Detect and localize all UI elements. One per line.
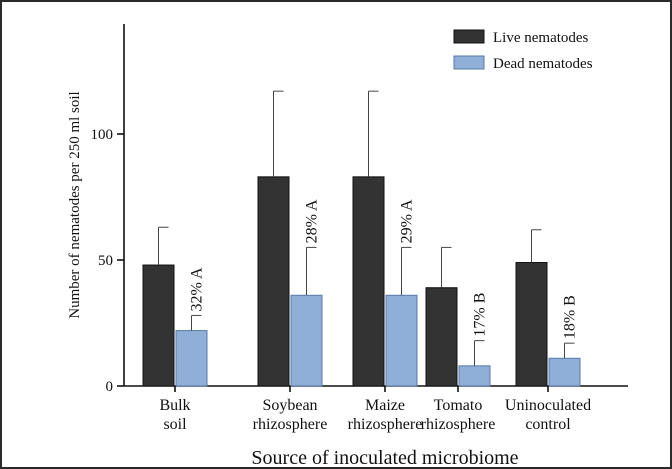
dead-bar: [548, 357, 581, 387]
bars: [142, 176, 581, 387]
live-bar: [352, 176, 385, 387]
percent-annotation: 32% A: [189, 267, 206, 311]
percent-annotation: 28% A: [304, 199, 321, 243]
dead-bar: [458, 365, 491, 387]
x-tick-label: Tomato: [434, 397, 483, 414]
x-tick-label: rhizosphere: [421, 416, 496, 433]
x-tick-label: rhizosphere: [253, 416, 328, 433]
percent-annotation: 17% B: [472, 293, 489, 337]
x-tick-labels: Bulk soil Soybean rhizosphere Maize rhizosphe…: [159, 386, 591, 433]
y-axis-label: Number of nematodes per 250 ml soil: [67, 91, 83, 318]
percent-annotation: 29% A: [399, 199, 416, 243]
y-tick-label: 50: [98, 253, 113, 269]
x-tick-label: soil: [163, 416, 187, 433]
dead-bar: [290, 294, 323, 387]
live-bar: [257, 176, 290, 387]
dead-bar: [175, 330, 208, 387]
x-tick-label: rhizosphere: [348, 416, 423, 433]
live-bar: [425, 287, 458, 387]
error-bars: [158, 90, 575, 366]
x-tick-label: Soybean: [262, 397, 317, 414]
live-bar: [515, 262, 548, 387]
live-bar: [142, 264, 175, 387]
legend-swatch: [453, 29, 485, 44]
y-tick-label: 0: [106, 379, 114, 395]
legend: Live nematodes Dead nematodes: [453, 29, 593, 72]
legend-swatch: [453, 55, 485, 70]
legend-label: Dead nematodes: [493, 56, 593, 72]
legend-label: Live nematodes: [493, 30, 589, 46]
y-ticks: 0 50 100: [91, 127, 124, 395]
x-tick-label: Bulk: [159, 397, 190, 414]
dead-bar: [385, 294, 418, 387]
y-tick-label: 100: [91, 127, 114, 143]
x-tick-label: Uninoculated: [505, 397, 591, 414]
x-tick-label: control: [525, 416, 571, 433]
x-tick-label: Maize: [365, 397, 405, 414]
percent-annotation: 18% B: [562, 295, 579, 339]
percent-annotations: 32% A 28% A 29% A 17% B 18% B: [189, 199, 579, 339]
x-axis-label: Source of inoculated microbiome: [251, 447, 518, 469]
